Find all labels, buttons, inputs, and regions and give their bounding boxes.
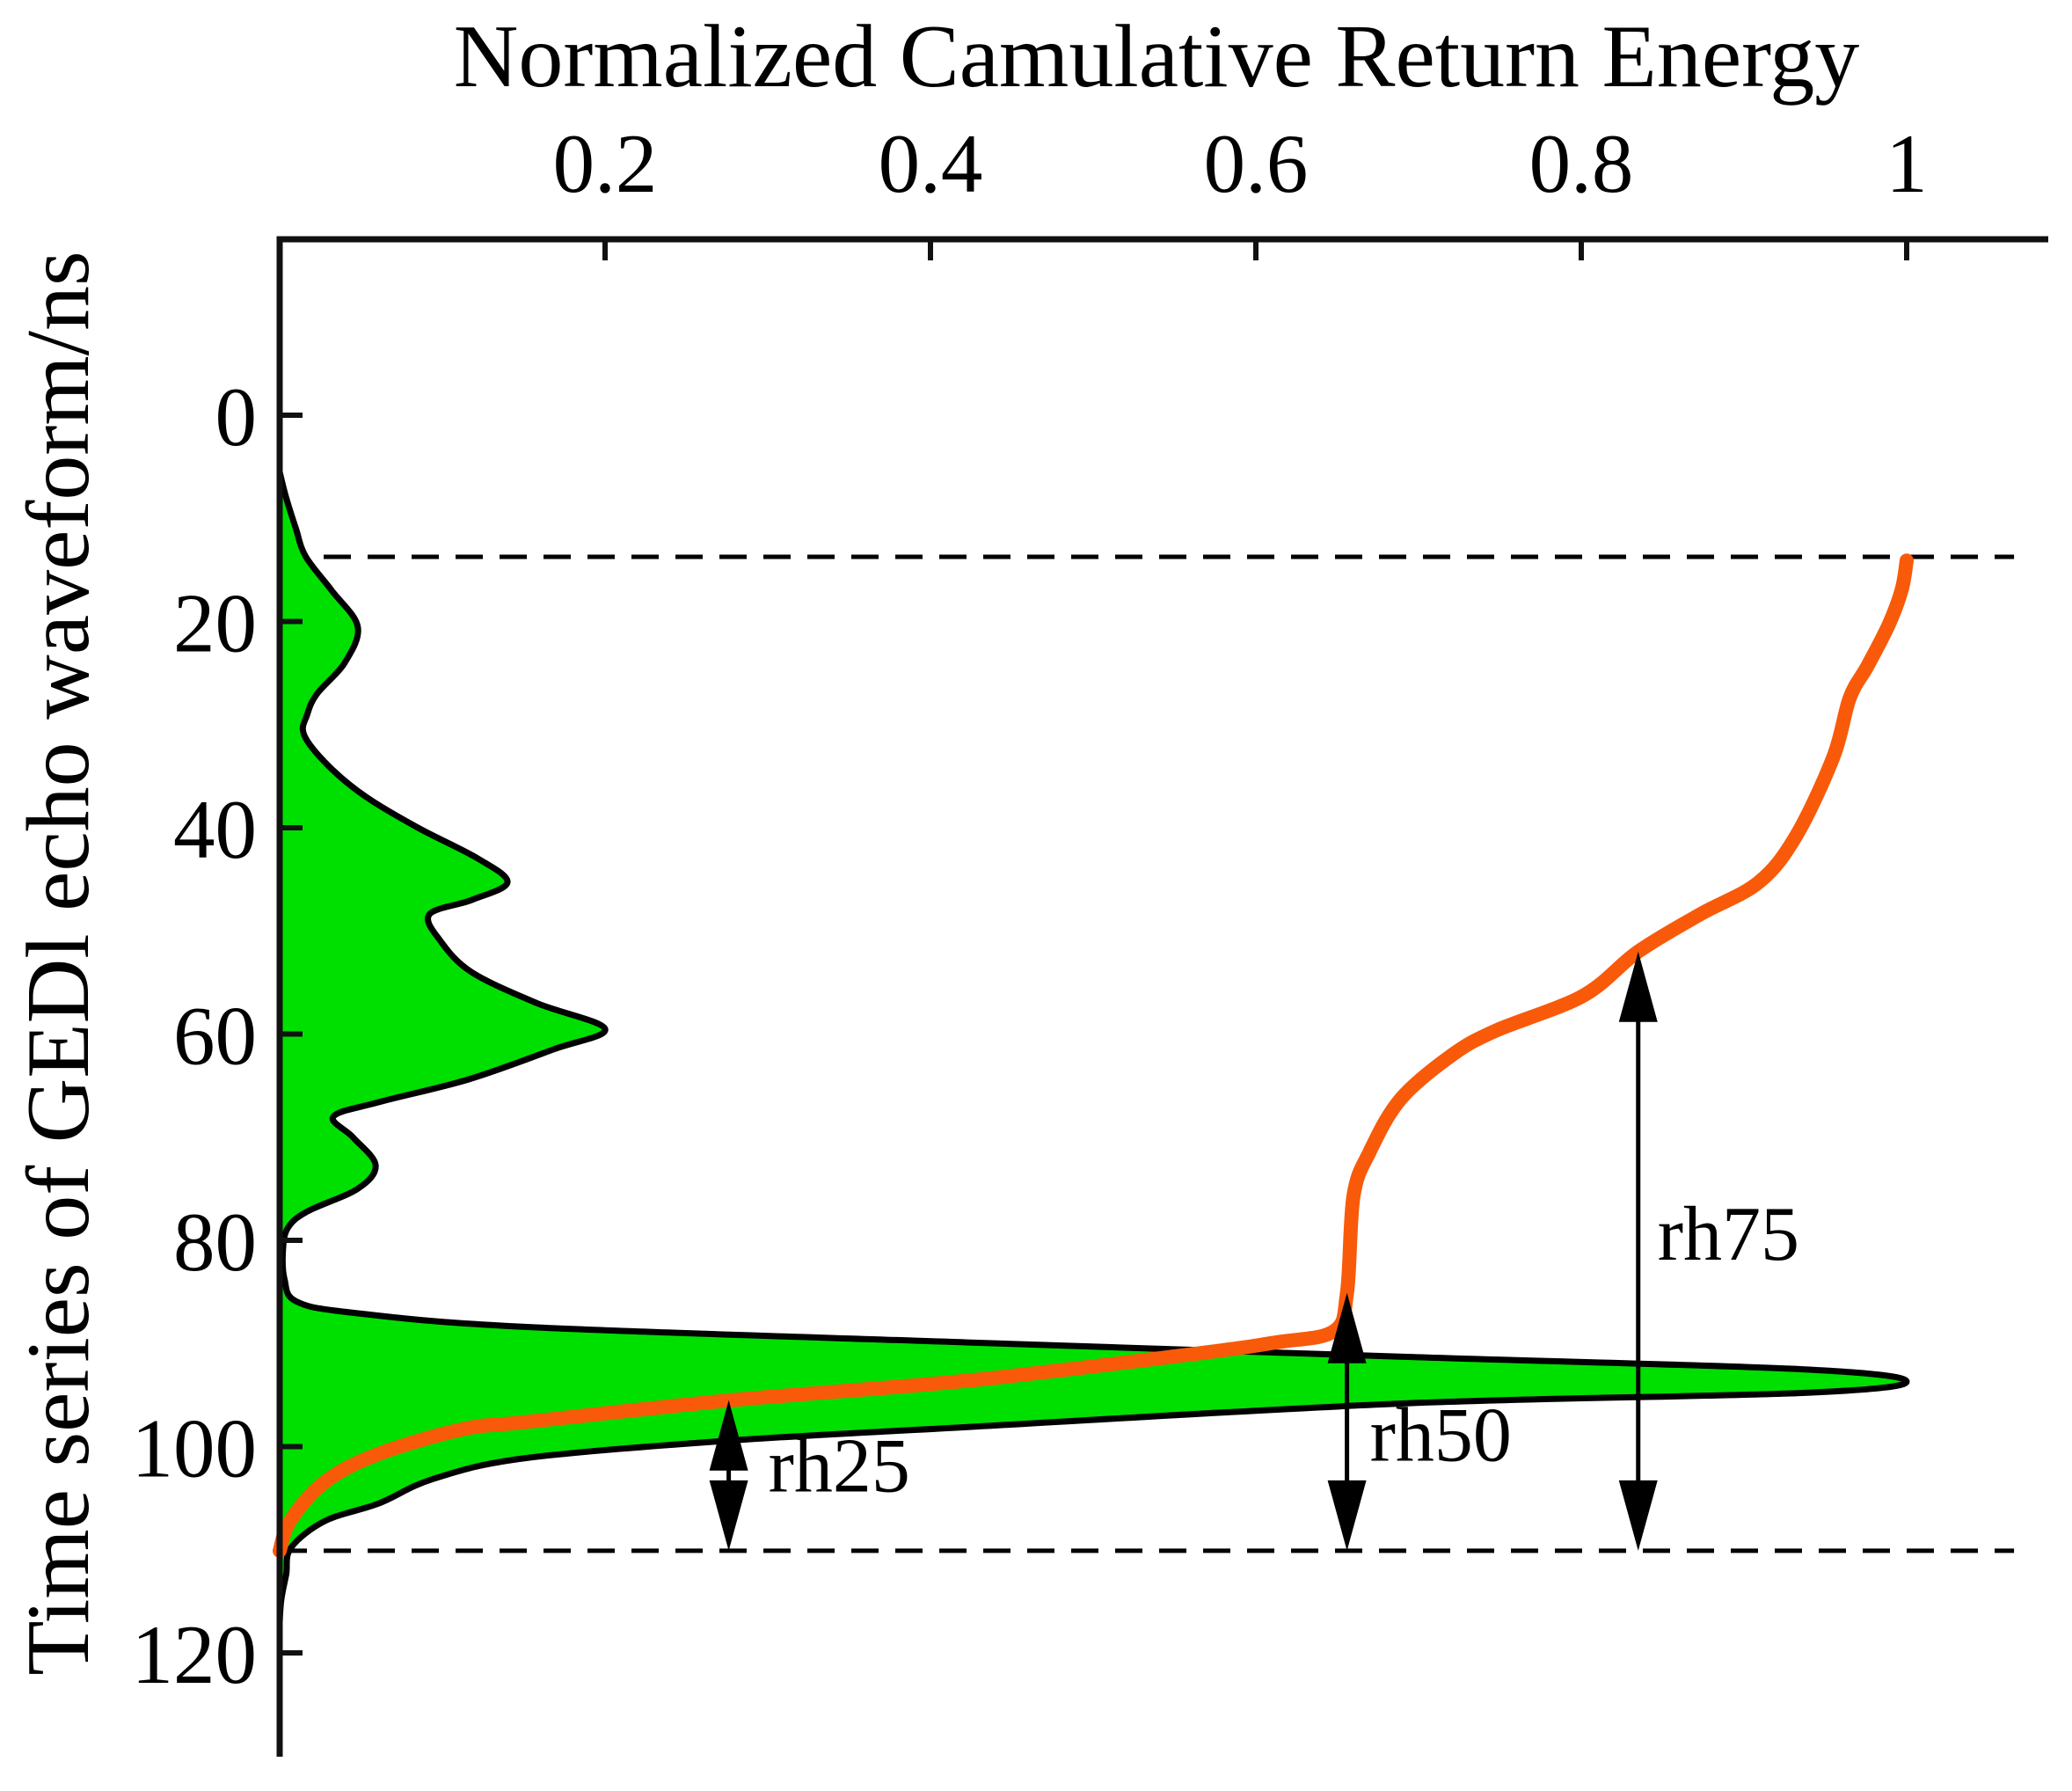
x-tick-label: 0.8 — [1529, 117, 1634, 210]
arrow-head-up — [1618, 951, 1658, 1022]
reference-lines-layer — [280, 554, 2015, 1553]
arrow-head-down — [1618, 1480, 1658, 1551]
axes-frame-layer — [276, 236, 2048, 1757]
annotations-layer: rh25 rh50 rh75 — [709, 951, 1799, 1551]
echo-waveform-area — [276, 469, 1910, 1626]
annotation-label: rh50 — [1370, 1393, 1512, 1478]
y-tick-label: 80 — [173, 1195, 257, 1289]
y-tick-label: 20 — [173, 577, 257, 670]
annotation-rh75: rh75 — [1618, 951, 1799, 1551]
x-tick-label: 0.4 — [879, 117, 983, 210]
arrow-head-down — [709, 1480, 748, 1551]
data-series-layer — [273, 469, 1914, 1626]
y-tick-label: 0 — [215, 370, 258, 464]
y-tick-label: 100 — [132, 1402, 258, 1495]
y-tick-label: 60 — [173, 990, 257, 1083]
annotation-label: rh25 — [769, 1424, 910, 1510]
annotation-rh50: rh50 — [1327, 1292, 1512, 1551]
x-axis-title: Normalized Camulative Return Energy — [454, 7, 1859, 106]
y-axis-title: Time series of GEDl echo waveform/ns — [9, 251, 108, 1675]
y-tick-label: 120 — [132, 1608, 258, 1701]
cumulative-energy-curve — [273, 553, 1914, 1558]
annotation-rh25: rh25 — [709, 1400, 910, 1551]
arrow-head-up — [1327, 1292, 1367, 1363]
arrow-head-up — [709, 1400, 748, 1471]
x-tick-label: 1 — [1886, 117, 1928, 210]
x-tick-label: 0.2 — [553, 117, 658, 210]
arrow-head-down — [1327, 1480, 1367, 1551]
annotation-label: rh75 — [1658, 1192, 1799, 1277]
x-tick-label: 0.6 — [1204, 117, 1309, 210]
axis-text-layer: Normalized Camulative Return Energy Time… — [9, 7, 1928, 1701]
y-tick-label: 40 — [173, 783, 257, 876]
